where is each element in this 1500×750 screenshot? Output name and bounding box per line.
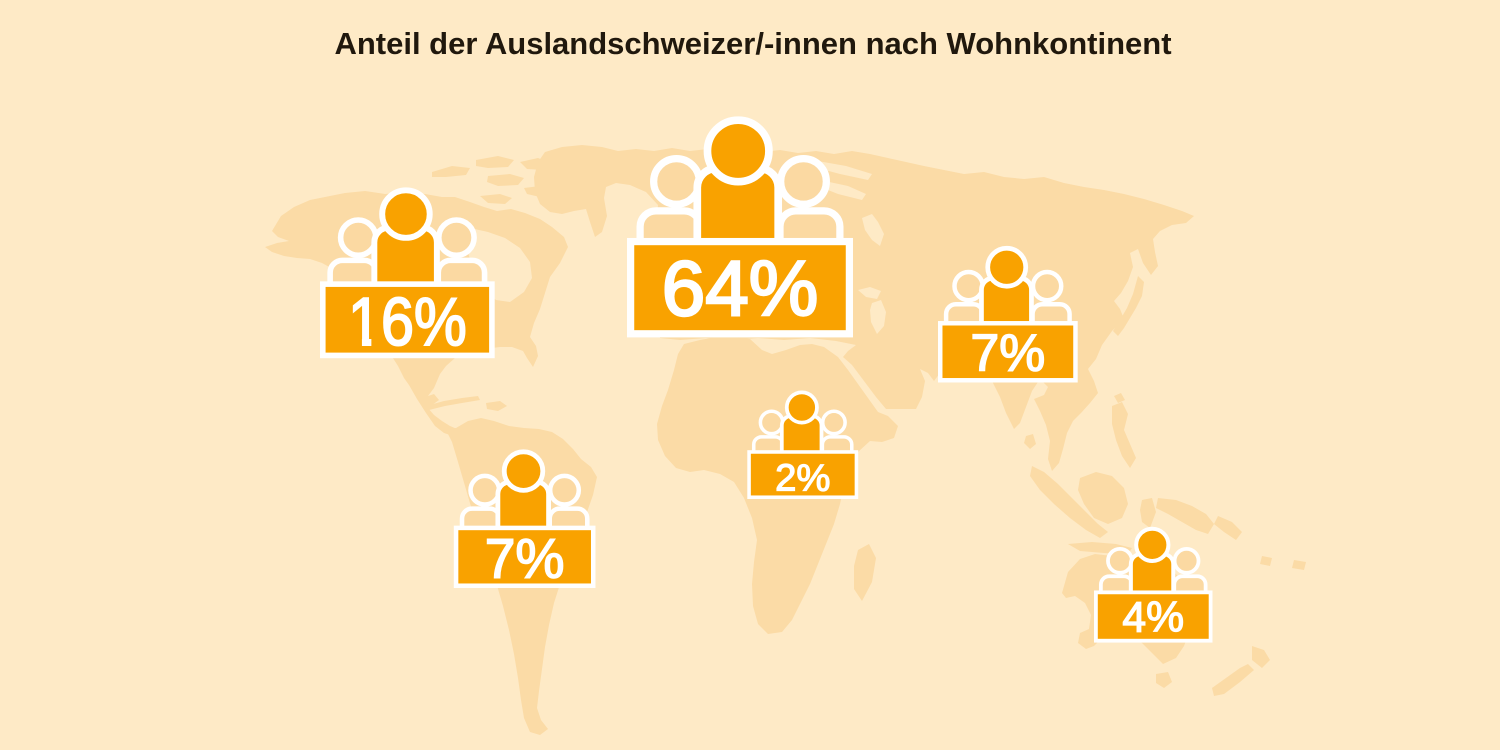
- svg-text:4%: 4%: [1122, 594, 1184, 642]
- svg-text:7%: 7%: [485, 528, 565, 590]
- svg-text:2%: 2%: [775, 456, 830, 499]
- svg-text:7%: 7%: [971, 323, 1046, 381]
- svg-text:64%: 64%: [662, 244, 819, 332]
- svg-text:16%: 16%: [348, 285, 467, 360]
